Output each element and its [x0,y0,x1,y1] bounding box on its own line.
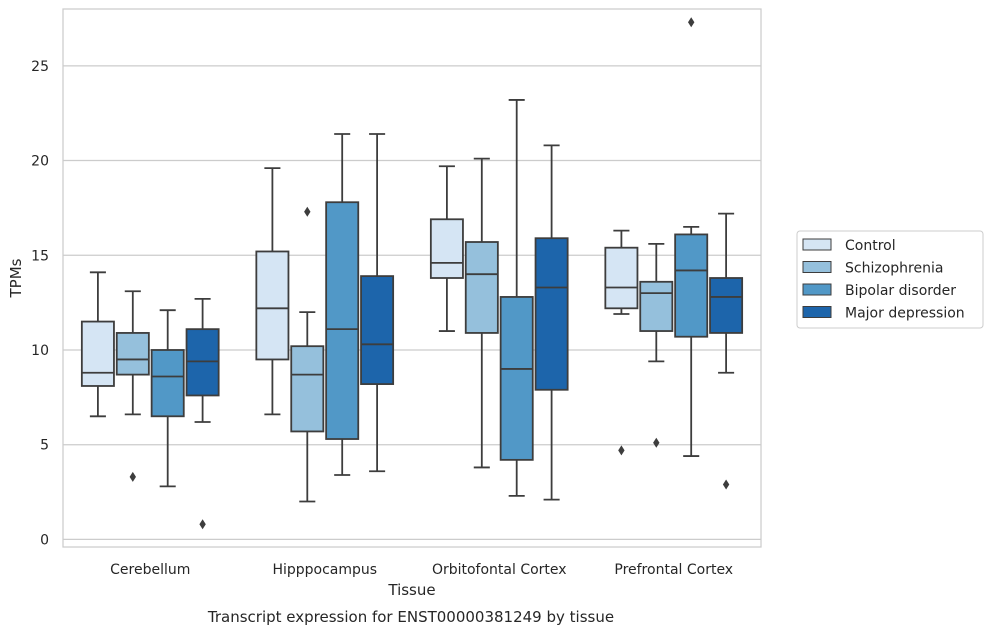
legend-label: Schizophrenia [845,261,943,277]
box-plot [360,133,395,473]
box-plot [429,165,464,332]
outlier-point [722,479,730,490]
box-plot [290,206,325,503]
box [674,233,709,338]
box-plot [150,309,185,488]
outlier-point [199,519,206,530]
box-plot [709,212,744,490]
box-plot [80,271,115,418]
box [499,296,534,461]
outlier-point [688,17,695,28]
box [80,320,115,387]
box-plot [115,290,150,482]
legend: Control Schizophrenia Bipolar disorder Majo… [796,230,984,329]
box-plots [80,17,744,530]
x-axis-label: Tissue [387,581,435,599]
box [255,250,290,361]
y-tick-label: 10 [31,343,49,359]
y-axis-label: TPMs [7,258,25,298]
legend-label: Major depression [845,306,965,322]
x-tick-label: Orbitofontal Cortex [432,562,567,578]
x-tick-label: Hipppocampus [272,562,377,578]
x-axis-ticks: Cerebellum Hipppocampus Orbitofontal Corte… [110,562,733,578]
plot-frame [62,8,762,548]
box-plot [185,297,220,530]
legend-swatch [802,306,832,318]
x-tick-label: Cerebellum [110,562,190,578]
y-tick-label: 25 [31,59,49,75]
box [639,280,674,332]
box-plot [534,144,569,501]
legend-label: Control [845,238,896,254]
box-plot [674,17,709,457]
box [290,345,325,433]
box [185,328,220,397]
box [534,237,569,391]
box [150,349,185,418]
chart-caption: Transcript expression for ENST0000038124… [207,608,614,626]
box [429,218,464,279]
box [325,201,360,440]
legend-swatch [802,261,832,273]
box-plot [639,243,674,448]
box-plot [325,133,360,476]
x-tick-label: Prefrontal Cortex [614,562,733,578]
box-plot [464,157,499,469]
legend-label: Bipolar disorder [845,283,956,299]
outlier-point [304,206,311,217]
box [360,275,395,385]
box [464,241,499,334]
box [115,332,150,376]
outlier-point [129,471,136,482]
legend-swatch [802,238,832,251]
box [709,277,744,334]
y-tick-label: 5 [40,438,49,454]
box-plot [499,99,534,497]
box [604,246,639,310]
outlier-point [653,437,660,448]
y-tick-label: 15 [31,248,49,264]
legend-swatch [802,283,832,296]
outlier-point [618,445,625,456]
y-axis-ticks: 0 5 10 15 20 25 [31,59,49,549]
box-plot [255,167,290,416]
y-tick-label: 20 [31,154,49,170]
legend-frame [796,230,984,329]
y-tick-label: 0 [40,532,49,548]
box-plot [604,229,639,456]
